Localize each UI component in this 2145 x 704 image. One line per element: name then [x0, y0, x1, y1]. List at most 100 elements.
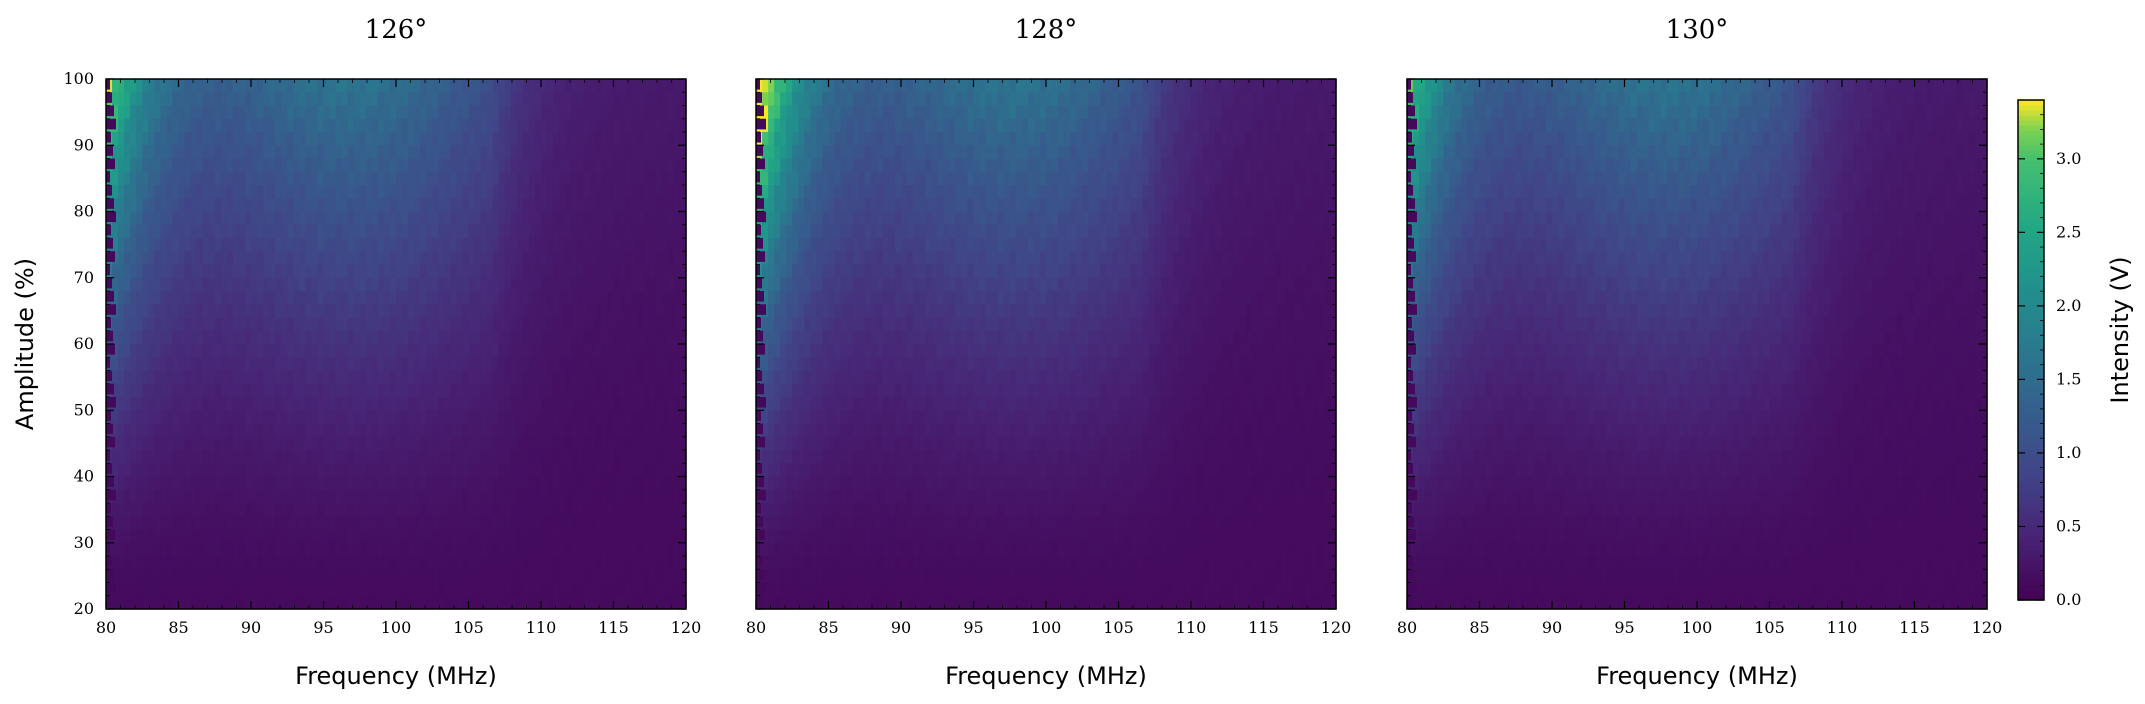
heatmap-cell [384, 344, 391, 358]
heatmap-cell [662, 79, 669, 93]
heatmap-cell [607, 424, 614, 438]
heatmap-cell [324, 331, 331, 345]
heatmap-cell [662, 371, 669, 385]
heatmap-cell [804, 198, 811, 212]
heatmap-cell [239, 198, 246, 212]
heatmap-cell [227, 477, 234, 491]
heatmap-cell [511, 172, 518, 186]
heatmap-cell [583, 159, 590, 173]
heatmap-cell [342, 145, 349, 159]
heatmap-cell [245, 145, 252, 159]
heatmap-cell [414, 119, 421, 133]
heatmap-cell [444, 516, 451, 530]
heatmap-cell [179, 318, 186, 332]
heatmap-cell [853, 145, 860, 159]
heatmap-cell [366, 291, 373, 305]
heatmap-cell [475, 583, 482, 597]
heatmap-cell [390, 185, 397, 199]
heatmap-cell [668, 530, 675, 544]
heatmap-cell [847, 79, 854, 93]
heatmap-cell [674, 172, 681, 186]
heatmap-cell [774, 251, 781, 265]
heatmap-cell [275, 119, 282, 133]
heatmap-cell [148, 503, 155, 517]
heatmap-cell [281, 384, 288, 398]
heatmap-cell [172, 503, 179, 517]
heatmap-cell [768, 291, 775, 305]
heatmap-cell [865, 185, 872, 199]
heatmap-cell [883, 238, 890, 252]
heatmap-cell [829, 397, 836, 411]
heatmap-cell [124, 198, 131, 212]
heatmap-cell [112, 278, 119, 292]
heatmap-cell [547, 238, 554, 252]
heatmap-cell [487, 238, 494, 252]
heatmap-cell [883, 583, 890, 597]
heatmap-cell [792, 145, 799, 159]
heatmap-cell [847, 516, 854, 530]
heatmap-cell [798, 384, 805, 398]
heatmap-cell [197, 304, 204, 318]
heatmap-cell [336, 384, 343, 398]
heatmap-cell [281, 477, 288, 491]
heatmap-cell [118, 463, 125, 477]
heatmap-cell [547, 384, 554, 398]
heatmap-cell [136, 318, 143, 332]
heatmap-cell [583, 503, 590, 517]
heatmap-cell [499, 318, 506, 332]
heatmap-cell [154, 238, 161, 252]
heatmap-cell [841, 79, 848, 93]
heatmap-cell [166, 251, 173, 265]
edge-notch [106, 397, 116, 408]
heatmap-cell [233, 583, 240, 597]
heatmap-cell [408, 159, 415, 173]
heatmap-cell [360, 238, 367, 252]
heatmap-cell [523, 463, 530, 477]
heatmap-cell [342, 596, 349, 610]
heatmap-cell [239, 119, 246, 133]
heatmap-cell [595, 304, 602, 318]
heatmap-cell [402, 106, 409, 120]
heatmap-cell [620, 583, 627, 597]
heatmap-cell [804, 119, 811, 133]
heatmap-cell [287, 357, 294, 371]
heatmap-cell [438, 212, 445, 226]
heatmap-cell [620, 503, 627, 517]
heatmap-cell [589, 556, 596, 570]
heatmap-cell [614, 569, 621, 583]
heatmap-cell [179, 106, 186, 120]
heatmap-cell [786, 384, 793, 398]
heatmap-cell [456, 556, 463, 570]
heatmap-cell [384, 119, 391, 133]
heatmap-cell [810, 331, 817, 345]
heatmap-cell [511, 437, 518, 451]
heatmap-cell [768, 530, 775, 544]
heatmap-cell [432, 198, 439, 212]
heatmap-cell [348, 357, 355, 371]
heatmap-cell [780, 92, 787, 106]
heatmap-cell [336, 251, 343, 265]
heatmap-cell [215, 384, 222, 398]
heatmap-cell [810, 304, 817, 318]
heatmap-cell [565, 477, 572, 491]
heatmap-cell [239, 251, 246, 265]
heatmap-cell [148, 172, 155, 186]
heatmap-cell [317, 543, 324, 557]
heatmap-cell [768, 516, 775, 530]
heatmap-cell [786, 543, 793, 557]
heatmap-cell [595, 291, 602, 305]
heatmap-cell [487, 543, 494, 557]
heatmap-cell [774, 556, 781, 570]
heatmap-cell [601, 185, 608, 199]
heatmap-cell [372, 225, 379, 239]
heatmap-cell [221, 424, 228, 438]
heatmap-cell [877, 304, 884, 318]
heatmap-cell [136, 291, 143, 305]
heatmap-cell [859, 225, 866, 239]
heatmap-cell [360, 265, 367, 279]
heatmap-cell [402, 159, 409, 173]
x-tick-label: 85 [168, 618, 188, 637]
heatmap-cell [674, 119, 681, 133]
heatmap-cell [792, 450, 799, 464]
heatmap-cell [644, 371, 651, 385]
